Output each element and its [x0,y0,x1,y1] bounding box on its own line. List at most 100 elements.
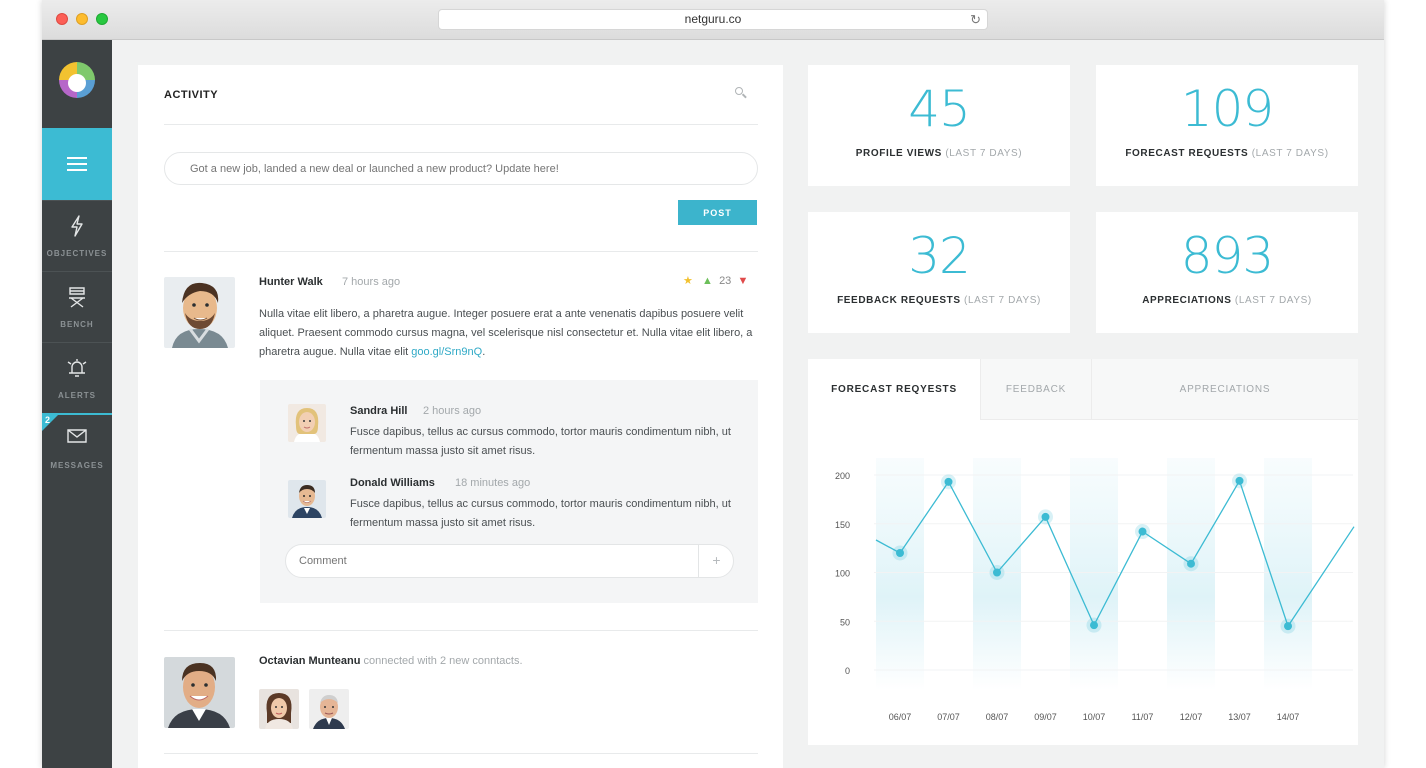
search-icon[interactable] [735,87,747,99]
stat-value: 45 [908,80,971,138]
stat-value: 32 [908,227,971,285]
messages-badge [42,413,60,431]
divider [164,630,758,631]
sidebar-item-label: ALERTS [58,391,96,400]
star-icon[interactable]: ★ [683,275,693,287]
post-time: 7 hours ago [342,276,401,288]
y-tick-label: 100 [835,569,850,579]
tab-forecast-requests[interactable]: FORECAST REQYESTS [808,359,980,420]
chair-icon [42,286,112,313]
sidebar-item-objectives[interactable]: OBJECTIVES [42,200,112,272]
new-contact-avatar[interactable] [259,689,299,729]
post-button[interactable]: POST [678,200,757,225]
sidebar-item-bench[interactable]: BENCH [42,271,112,343]
connection-author[interactable]: Octavian Munteanu [259,655,361,667]
close-window-button[interactable] [56,13,68,25]
sidebar-item-label: BENCH [60,320,94,329]
stat-label: PROFILE VIEWS (LAST 7 DAYS) [855,148,1023,159]
comment-time: 18 minutes ago [455,477,531,489]
stat-card-feedback-requests: 32 FEEDBACK REQUESTS (LAST 7 DAYS) [808,212,1070,333]
sidebar-item-messages[interactable]: 2 MESSAGES [42,413,112,485]
x-tick-label: 13/07 [1228,712,1251,722]
divider [164,124,758,125]
new-contact-avatar[interactable] [309,689,349,729]
stat-value: 893 [1180,227,1274,285]
divider [164,251,758,252]
data-point [1235,476,1244,485]
reload-icon[interactable]: ↻ [970,12,981,27]
stat-card-forecast-requests: 109 FORECAST REQUESTS (LAST 7 DAYS) [1096,65,1358,186]
comment-author[interactable]: Donald Williams [350,477,435,489]
data-point [944,477,953,486]
connection-text: Octavian Munteanu connected with 2 new c… [259,655,523,667]
address-bar[interactable]: netguru.co ↻ [438,9,988,30]
data-point [993,568,1001,577]
comment-text: Fusce dapibus, tellus ac cursus commodo,… [350,498,731,529]
status-update-input[interactable] [164,152,758,185]
like-count: 23 [719,275,732,287]
thumbs-up-icon[interactable]: ▲ [702,275,713,287]
comments-section: Sandra Hill 2 hours ago Fusce dapibus, t… [260,380,758,603]
stat-label: FORECAST REQUESTS (LAST 7 DAYS) [1125,148,1329,159]
data-point [1187,559,1195,568]
comment-text: Fusce dapibus, tellus ac cursus commodo,… [350,426,731,457]
post-actions: ★ ▲ 23 ▼ [683,274,748,287]
stat-card-profile-views: 45 PROFILE VIEWS (LAST 7 DAYS) [808,65,1070,186]
comment-author[interactable]: Sandra Hill [350,405,408,417]
stat-label: APPRECIATIONS (LAST 7 DAYS) [1142,295,1312,306]
x-tick-label: 07/07 [937,712,960,722]
chart-column-band [1070,458,1118,690]
data-point [1041,512,1050,521]
activity-title: ACTIVITY [164,89,219,101]
messages-badge-count: 2 [45,415,51,425]
donald-williams-avatar[interactable] [288,480,326,518]
data-point [1284,622,1292,631]
x-tick-label: 10/07 [1083,712,1106,722]
line-chart: 200 150 100 50 0 06/07 07/07 08/07 09/07 10/07 11/… [835,458,1355,722]
activity-panel: ACTIVITY POST Hunter Walk 7 hours ago ★ … [138,65,783,768]
connection-description: connected with 2 new conntacts. [363,655,523,667]
data-point [896,549,904,557]
browser-window: netguru.co ↻ OBJECTIVES BENCH [42,0,1384,768]
chart-column-band [1264,458,1312,690]
hunter-walk-avatar[interactable] [164,277,235,348]
y-tick-label: 150 [835,520,850,530]
minimize-window-button[interactable] [76,13,88,25]
url-text: netguru.co [684,12,742,26]
menu-button[interactable] [42,128,112,200]
add-comment-button[interactable]: + [698,544,734,578]
sidebar-item-label: OBJECTIVES [46,249,108,258]
browser-chrome: netguru.co ↻ [42,0,1384,40]
post-author[interactable]: Hunter Walk [259,276,323,288]
x-tick-label: 11/07 [1132,712,1154,722]
octavian-munteanu-avatar[interactable] [164,657,235,728]
divider [164,753,758,754]
thumbs-down-icon[interactable]: ▼ [737,275,749,287]
y-tick-label: 50 [840,617,850,627]
comment-time: 2 hours ago [423,405,482,417]
comment-input[interactable] [285,544,734,578]
chart-column-band [876,458,924,690]
sidebar-item-label: MESSAGES [50,461,104,470]
bell-icon [42,357,112,384]
sandra-hill-avatar[interactable] [288,404,326,442]
sidebar-item-alerts[interactable]: ALERTS [42,342,112,414]
tab-appreciations[interactable]: APPRECIATIONS [1091,359,1358,420]
lightning-icon [42,215,112,242]
data-point [1138,527,1147,536]
x-tick-label: 06/07 [889,712,912,722]
x-tick-label: 08/07 [986,712,1009,722]
post-link[interactable]: goo.gl/Srn9nQ [411,346,483,358]
chart-card: FORECAST REQYESTS FEEDBACK APPRECIATIONS… [808,359,1358,745]
data-point [1090,621,1098,630]
stat-value: 109 [1180,80,1274,138]
maximize-window-button[interactable] [96,13,108,25]
post-body: Nulla vitae elit libero, a pharetra augu… [259,308,753,358]
y-tick-label: 0 [845,666,850,676]
app-logo[interactable] [59,62,95,98]
tab-feedback[interactable]: FEEDBACK [980,359,1091,420]
sidebar: OBJECTIVES BENCH ALERTS 2 MESSAGES [42,40,112,768]
stat-card-appreciations: 893 APPRECIATIONS (LAST 7 DAYS) [1096,212,1358,333]
y-tick-label: 200 [835,471,850,481]
x-tick-label: 09/07 [1034,712,1057,722]
